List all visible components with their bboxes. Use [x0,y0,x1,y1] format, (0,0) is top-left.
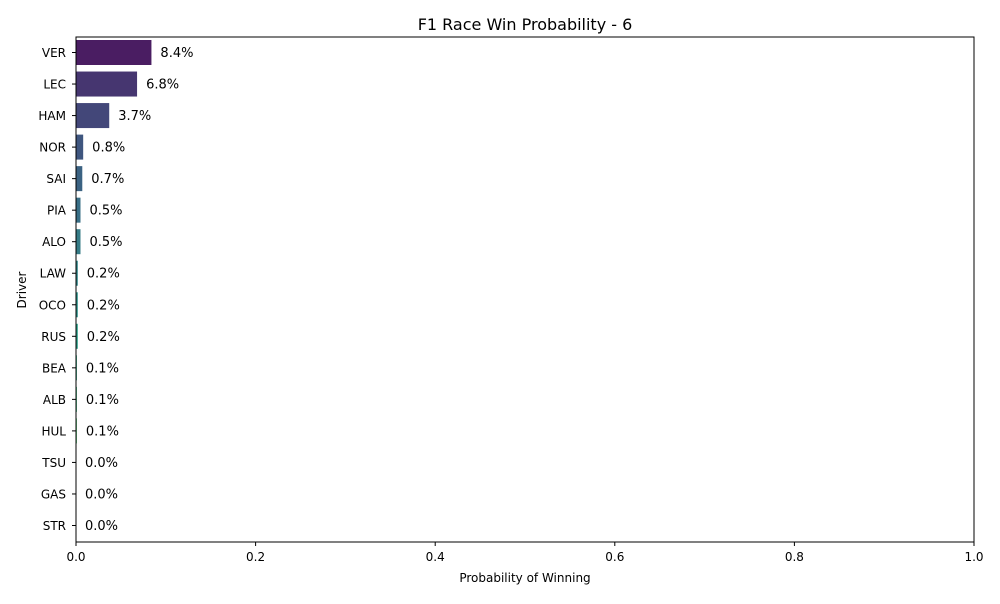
data-label-law: 0.2% [87,267,120,282]
y-tick-label-oco: OCO [39,298,66,312]
data-label-rus: 0.2% [87,330,120,345]
bar-nor [76,134,84,160]
y-tick-label-ver: VER [42,46,66,60]
y-axis: VER LEC HAM NOR SAI PIA ALO LAW OCO RUS BEA ALB HUL T… [38,46,76,533]
data-label-nor: 0.8% [92,141,125,156]
y-tick-label-ham: HAM [38,109,66,123]
y-tick-label-tsu: TSU [41,456,66,470]
y-tick-label-nor: NOR [39,141,66,155]
data-label-pia: 0.5% [89,204,122,219]
bar-ham [76,103,110,129]
y-tick-label-pia: PIA [47,204,67,218]
y-tick-label-rus: RUS [41,330,66,344]
x-axis-label: Probability of Winning [459,571,590,585]
x-tick-label: 0.2 [246,550,265,564]
y-tick-label-sai: SAI [46,172,66,186]
data-label-gas: 0.0% [85,487,118,502]
data-label-lec: 6.8% [146,78,179,93]
y-tick-label-law: LAW [40,267,67,281]
bar-law [76,260,78,286]
y-tick-label-alo: ALO [42,235,66,249]
data-labels-layer: 8.4% 6.8% 3.7% 0.8% 0.7% 0.5% 0.5% 0.2% 0.2% 0.2%… [85,46,193,534]
x-tick-label: 0.6 [605,550,624,564]
data-label-alb: 0.1% [86,393,119,408]
plot-frame [75,36,975,543]
y-tick-label-str: STR [43,519,66,533]
data-label-ham: 3.7% [118,109,151,124]
y-tick-label-gas: GAS [41,487,66,501]
bar-ver [76,40,152,65]
x-tick-label: 0.0 [66,550,85,564]
y-tick-label-bea: BEA [42,361,67,375]
y-tick-label-hul: HUL [42,424,67,438]
bar-lec [76,71,138,97]
y-axis-label: Driver [15,271,29,308]
data-label-hul: 0.1% [86,424,119,439]
bar-pia [76,197,81,223]
y-tick-label-alb: ALB [43,393,66,407]
bar-oco [76,292,78,318]
x-axis: 0.0 0.2 0.4 0.6 0.8 1.0 [66,542,984,564]
bar-rus [76,323,78,349]
x-tick-label: 0.4 [426,550,445,564]
data-label-oco: 0.2% [87,298,120,313]
chart-title: F1 Race Win Probability - 6 [418,15,633,34]
data-label-tsu: 0.0% [85,456,118,471]
x-tick-label: 0.8 [785,550,804,564]
data-label-str: 0.0% [85,519,118,534]
bar-alo [76,229,81,255]
bar-sai [76,166,83,192]
data-label-sai: 0.7% [91,172,124,187]
x-tick-label: 1.0 [964,550,983,564]
y-tick-label-lec: LEC [43,78,66,92]
data-label-bea: 0.1% [86,361,119,376]
data-label-ver: 8.4% [160,46,193,61]
data-label-alo: 0.5% [89,235,122,250]
bars-layer [76,40,152,444]
